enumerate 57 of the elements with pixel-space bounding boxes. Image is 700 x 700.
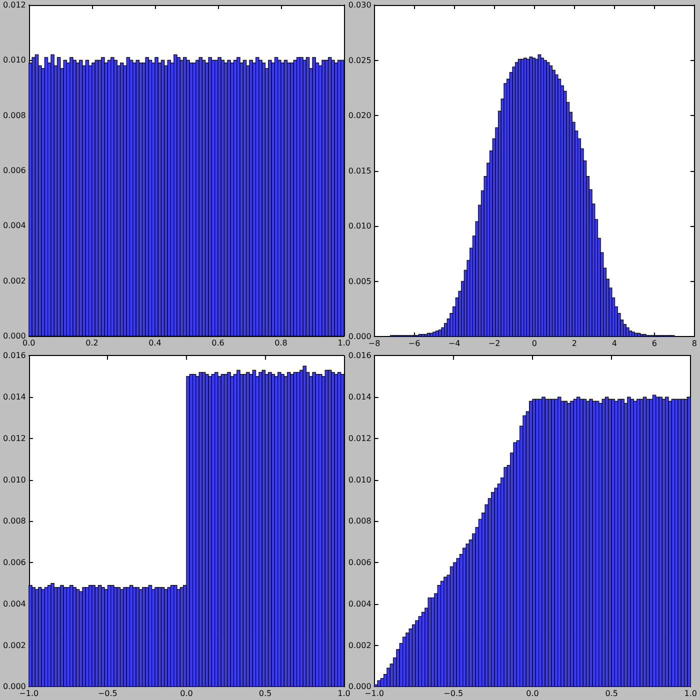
y-tick-label: 0.012 [348, 434, 372, 443]
y-tick-label: 0.010 [348, 222, 372, 230]
y-tick-label: 0.025 [348, 56, 372, 65]
x-tick-label: 0.0 [180, 689, 193, 698]
y-tick-label: 0.020 [348, 111, 372, 120]
y-tick-label: 0.016 [2, 351, 26, 360]
y-tick-label: 0.016 [348, 351, 372, 360]
y-tick-label: 0.002 [348, 640, 372, 650]
x-tick-label: 0.4 [148, 338, 162, 348]
x-tick-label: −0.5 [444, 689, 464, 698]
x-tick-label: 1.0 [338, 689, 350, 698]
y-tick-label: 0.004 [348, 599, 372, 608]
y-tick-label: 0.006 [348, 558, 372, 568]
x-tick-label: 1.0 [684, 689, 698, 698]
x-tick-label: 0.8 [274, 338, 288, 348]
y-tick-label: 0.004 [2, 599, 26, 608]
y-tick-label: 0.000 [348, 332, 372, 341]
y-tick-label: 0.012 [2, 0, 26, 10]
y-tick-label: 0.006 [2, 558, 26, 568]
y-tick-label: 0.002 [2, 276, 26, 286]
x-tick-label: −1.0 [19, 689, 39, 698]
y-tick-label: 0.010 [2, 475, 26, 484]
y-tick-label: 0.005 [348, 276, 372, 286]
x-tick-label: 8 [692, 339, 697, 348]
x-tick-label: 6 [652, 339, 657, 348]
y-tick-label: 0.010 [348, 475, 372, 484]
y-tick-label: 0.000 [2, 332, 26, 340]
x-tick-label: −4 [448, 339, 460, 348]
x-tick-label: 0.5 [258, 689, 272, 698]
y-tick-label: 0.008 [2, 110, 26, 120]
y-tick-label: 0.004 [2, 221, 26, 230]
x-tick-label: 0 [532, 339, 537, 348]
x-tick-label: 0.5 [605, 689, 618, 698]
x-tick-label: 0.0 [22, 338, 36, 348]
y-tick-label: 0.012 [2, 434, 26, 443]
x-tick-label: 0.6 [212, 338, 224, 348]
x-tick-label: −6 [408, 339, 420, 348]
y-tick-label: 0.008 [348, 516, 372, 526]
x-tick-label: 4 [612, 339, 617, 348]
x-tick-label: −8 [368, 339, 380, 348]
x-tick-label: −2 [488, 339, 500, 348]
y-tick-label: 0.015 [348, 166, 372, 176]
y-tick-label: 0.014 [2, 392, 26, 402]
x-tick-label: −0.5 [98, 689, 118, 698]
y-tick-label: 0.002 [2, 640, 26, 650]
y-tick-label: 0.000 [2, 682, 26, 692]
y-tick-label: 0.000 [348, 682, 372, 692]
y-tick-label: 0.014 [348, 392, 372, 402]
x-tick-label: 1.0 [338, 338, 350, 348]
y-tick-label: 0.030 [348, 0, 372, 10]
x-tick-label: 2 [572, 339, 577, 348]
y-tick-label: 0.006 [2, 166, 26, 175]
x-tick-label: 0.2 [86, 338, 98, 348]
x-tick-label: −1.0 [364, 689, 384, 698]
y-tick-label: 0.010 [2, 56, 26, 65]
y-tick-label: 0.008 [2, 516, 26, 526]
x-tick-label: 0.0 [526, 689, 539, 698]
